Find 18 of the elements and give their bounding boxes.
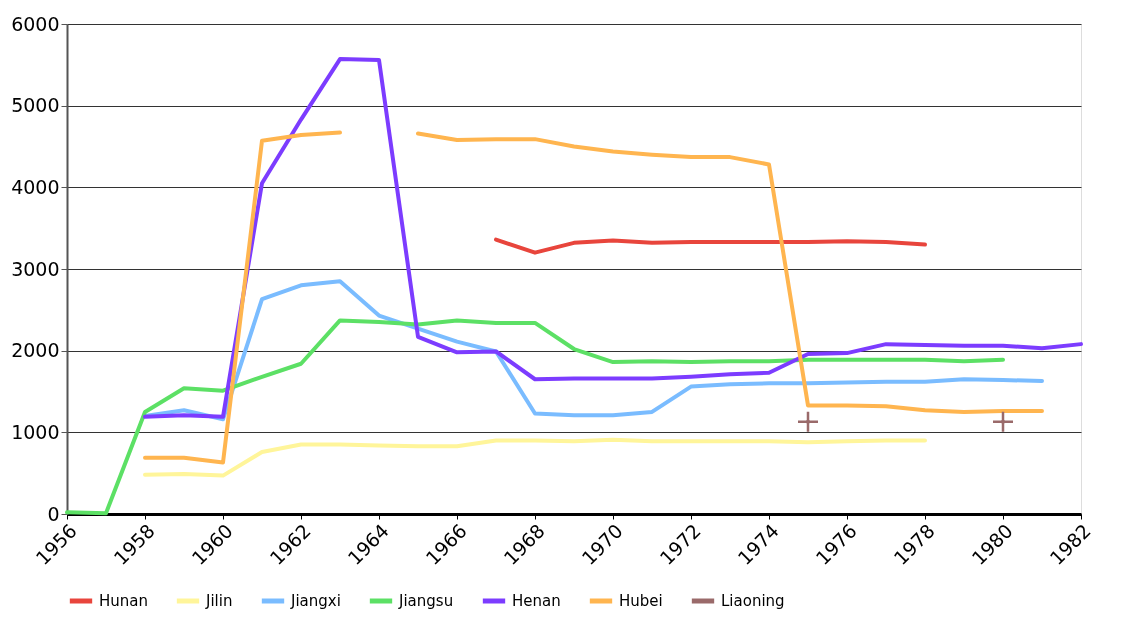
- line-series: [143, 57, 1083, 419]
- legend-label: Jiangxi: [290, 592, 341, 610]
- y-tick-label: 1000: [11, 420, 60, 443]
- legend-label: Jilin: [205, 592, 233, 610]
- line-series: [143, 437, 927, 478]
- line-series: [65, 318, 1005, 516]
- legend-label: Hubei: [619, 592, 663, 610]
- y-tick-label: 4000: [11, 175, 60, 198]
- legend-label: Hunan: [99, 592, 148, 610]
- y-tick-label: 6000: [11, 12, 60, 35]
- y-tick-label: 5000: [11, 94, 60, 117]
- line-series: [494, 237, 927, 255]
- legend-label: Jiangsu: [398, 592, 454, 610]
- legend-label: Liaoning: [721, 592, 785, 610]
- y-tick-label: 3000: [11, 257, 60, 280]
- y-tick-label: 2000: [11, 339, 60, 362]
- y-tick-label: 0: [47, 502, 60, 525]
- legend-label: Henan: [512, 592, 561, 610]
